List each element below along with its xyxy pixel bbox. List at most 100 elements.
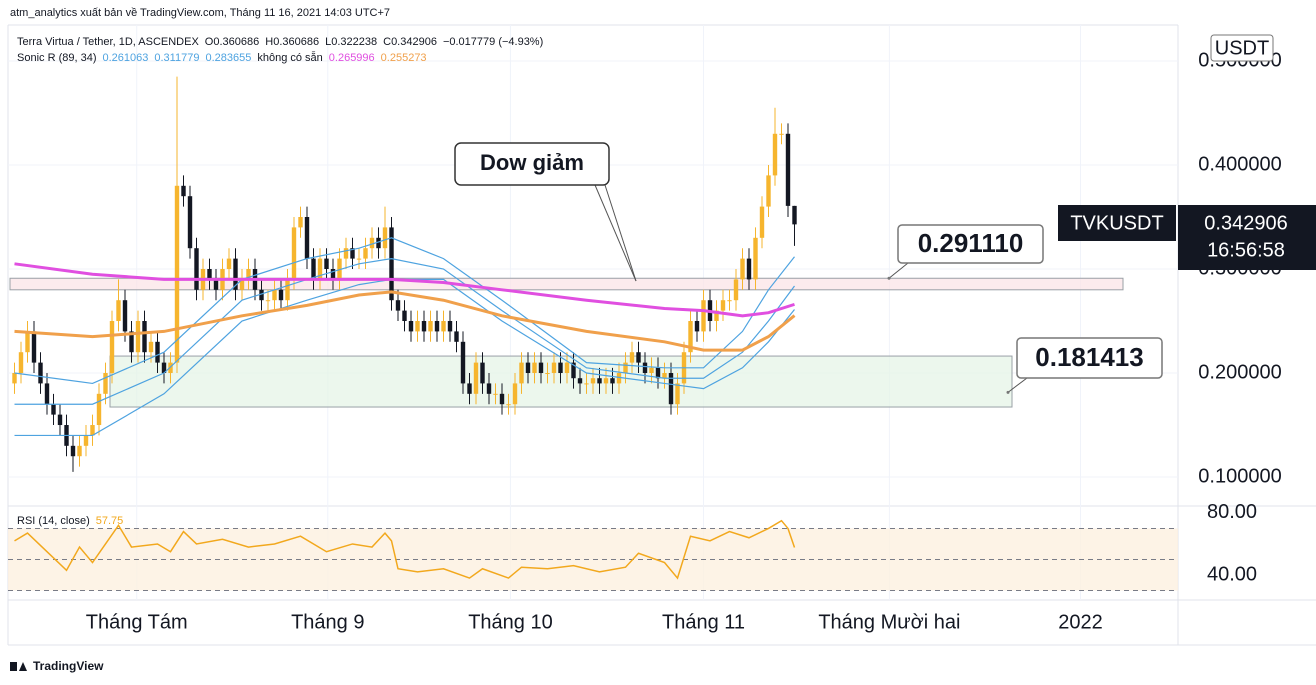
indicator-value: 0.255273 xyxy=(381,52,427,64)
rsi-title: RSI (14, close) xyxy=(17,515,90,527)
y-tick-label: 0.100000 xyxy=(1198,465,1281,487)
callout-box xyxy=(454,142,610,186)
rsi-tick-label: 40.00 xyxy=(1207,563,1257,585)
candle-body xyxy=(291,227,297,280)
countdown: 16:56:58 xyxy=(1207,239,1285,261)
callout-pointer xyxy=(604,184,637,282)
candle-body xyxy=(343,248,349,259)
candle-body xyxy=(538,362,544,374)
annotation: Dow giảm xyxy=(480,150,584,175)
indicator-line xyxy=(14,290,796,352)
candle-body xyxy=(330,269,336,280)
ohlc-value: 0.342906 xyxy=(391,36,437,48)
candle-body xyxy=(629,352,635,363)
candle-body xyxy=(662,373,667,379)
candle-body xyxy=(486,383,492,394)
callout-pointer xyxy=(594,184,637,282)
candle-body xyxy=(512,383,518,405)
candle-body xyxy=(675,383,680,405)
candle-body xyxy=(441,321,446,332)
candle-body xyxy=(155,341,160,363)
candle-body xyxy=(122,300,128,332)
indicator-line xyxy=(14,278,795,437)
zone xyxy=(9,277,1124,291)
rsi-legend: RSI (14, close) 57.75 xyxy=(17,515,123,527)
candle-body xyxy=(434,321,440,332)
candle-body xyxy=(161,362,167,374)
candle-body xyxy=(720,300,726,311)
candle-body xyxy=(44,383,50,405)
candle-body xyxy=(727,300,732,302)
candle-body xyxy=(577,378,583,384)
candle-body xyxy=(532,362,537,374)
y-tick-label: 0.400000 xyxy=(1198,153,1281,175)
candle-body xyxy=(525,362,531,374)
candle-body xyxy=(181,185,186,197)
candle-body xyxy=(272,289,277,301)
candle-body xyxy=(408,321,414,332)
candle-body xyxy=(317,258,323,280)
candle-body xyxy=(395,300,401,311)
candle-body xyxy=(421,321,427,332)
candle-body xyxy=(402,310,407,322)
indicator-line xyxy=(14,262,795,318)
candle-body xyxy=(57,414,63,426)
candle-body xyxy=(311,258,316,280)
currency-box xyxy=(1210,34,1274,62)
candle-body xyxy=(207,269,212,280)
candle-body xyxy=(109,321,115,374)
candle-body xyxy=(278,289,284,301)
candle-body xyxy=(18,352,24,374)
candle-body xyxy=(265,300,271,302)
candle-body xyxy=(103,373,108,394)
candle-body xyxy=(129,331,134,353)
indicator-value: 0.261063 xyxy=(102,52,148,64)
candle-body xyxy=(668,373,674,405)
candle-body xyxy=(376,237,381,249)
candle-body xyxy=(174,185,180,363)
candle-body xyxy=(31,331,37,363)
candle-body xyxy=(694,321,700,332)
callout-pointer xyxy=(1007,377,1028,393)
x-tick-label: 2022 xyxy=(1058,611,1103,633)
x-tick-label: Tháng 10 xyxy=(468,611,553,633)
candle-body xyxy=(772,133,778,176)
ohlc-prefix: O xyxy=(205,36,214,48)
indicator-value: 0.311779 xyxy=(154,52,199,64)
callout-text: 0.181413 xyxy=(1035,342,1143,372)
indicator-value: 0.265996 xyxy=(329,52,375,64)
candle-body xyxy=(213,279,219,290)
candle-body xyxy=(454,331,459,342)
candle-body xyxy=(194,248,199,290)
callout-box xyxy=(897,224,1044,264)
candle-body xyxy=(304,217,310,259)
y-tick-label: 0.200000 xyxy=(1198,361,1281,383)
candle-body xyxy=(733,279,739,301)
x-tick-label: Tháng 11 xyxy=(662,611,745,633)
candle-body xyxy=(285,279,290,301)
candle-body xyxy=(759,206,765,238)
candle-body xyxy=(135,321,141,353)
candle-body xyxy=(447,321,453,332)
candle-body xyxy=(246,269,251,280)
candle-body xyxy=(506,404,511,406)
candle-body xyxy=(655,367,661,379)
legend-main: Terra Virtua / Tether, 1D, ASCENDEX O0.36… xyxy=(17,36,543,48)
candle-body xyxy=(467,383,472,394)
legend-indicator: Sonic R (89, 34) 0.261063 0.311779 0.283655… xyxy=(17,51,427,64)
candle-body xyxy=(428,321,433,332)
callout-box xyxy=(1016,337,1163,379)
candle-body xyxy=(168,362,173,374)
candle-body xyxy=(649,367,654,374)
ohlc-value: 0.360686 xyxy=(213,36,259,48)
candle-body xyxy=(226,258,232,270)
rsi-value: 57.75 xyxy=(96,515,124,527)
symbol-label: Terra Virtua / Tether, 1D, ASCENDEX xyxy=(17,36,199,48)
candle-body xyxy=(688,321,693,353)
candle-body xyxy=(785,133,791,206)
candle-body xyxy=(597,378,602,384)
last-price: 0.342906 xyxy=(1204,212,1287,234)
candle-body xyxy=(363,248,368,259)
ohlc-prefix: L xyxy=(325,36,331,48)
